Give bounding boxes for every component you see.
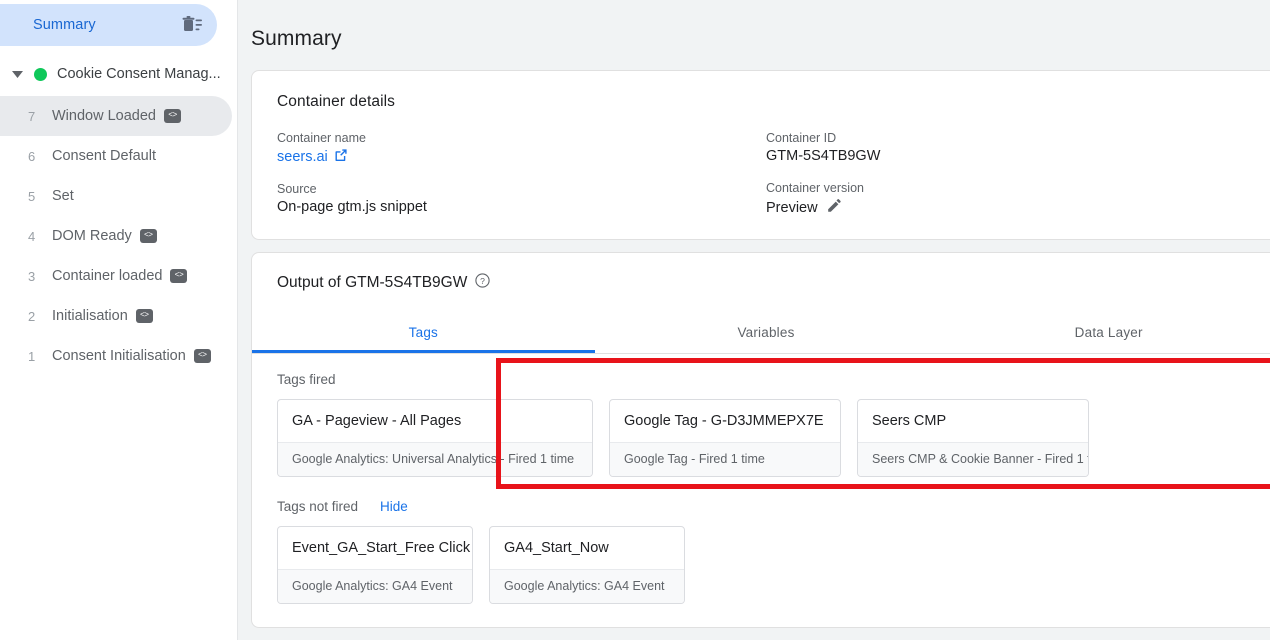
event-number: 4 bbox=[28, 228, 36, 244]
event-name: Consent Initialisation bbox=[52, 348, 186, 364]
container-details-grid: Container name seers.ai Source On-page g… bbox=[277, 131, 1255, 217]
output-title: Output of GTM-5S4TB9GW bbox=[277, 274, 468, 291]
tags-fired-section: Tags fired GA - Pageview - All Pages Goo… bbox=[252, 354, 1270, 477]
trash-icon[interactable] bbox=[181, 15, 203, 35]
tab-tags[interactable]: Tags bbox=[252, 313, 595, 353]
container-details-card: Container details Container name seers.a… bbox=[251, 70, 1270, 240]
container-id-value: GTM-5S4TB9GW bbox=[766, 148, 881, 164]
tag-card[interactable]: GA4_Start_Now Google Analytics: GA4 Even… bbox=[489, 526, 685, 604]
tags-not-fired-section: Tags not fired Hide Event_GA_Start_Free … bbox=[252, 477, 1270, 604]
tags-fired-head: Tags fired bbox=[277, 372, 1255, 387]
sidebar-item-summary[interactable]: Summary bbox=[0, 4, 217, 46]
output-title-row: Output of GTM-5S4TB9GW ? bbox=[252, 273, 1270, 293]
event-row-initialisation[interactable]: 2 Initialisation <> bbox=[0, 296, 232, 336]
event-number: 2 bbox=[28, 308, 36, 324]
tab-variables[interactable]: Variables bbox=[737, 325, 795, 340]
code-icon: <> bbox=[139, 229, 157, 243]
source-label: Source bbox=[277, 182, 317, 196]
tag-subtitle: Google Analytics: GA4 Event bbox=[278, 569, 472, 603]
event-row-consent-initialisation[interactable]: 1 Consent Initialisation <> bbox=[0, 336, 232, 376]
container-details-heading: Container details bbox=[277, 93, 396, 110]
container-name-link[interactable]: seers.ai bbox=[277, 148, 328, 165]
event-row-container-loaded[interactable]: 3 Container loaded <> bbox=[0, 256, 232, 296]
caret-down-icon[interactable] bbox=[6, 63, 28, 85]
tags-fired-list: GA - Pageview - All Pages Google Analyti… bbox=[277, 399, 1255, 477]
tag-title: Google Tag - G-D3JMMEPX7E bbox=[624, 413, 824, 429]
event-number: 1 bbox=[28, 348, 36, 364]
tab-data-layer[interactable]: Data Layer bbox=[1074, 325, 1143, 340]
event-name: Consent Default bbox=[52, 148, 156, 164]
container-version-label: Container version bbox=[766, 181, 864, 195]
container-version-value: Preview bbox=[766, 199, 818, 216]
help-circle-icon[interactable]: ? bbox=[475, 273, 491, 293]
event-number: 5 bbox=[28, 188, 36, 204]
event-row-consent-default[interactable]: 6 Consent Default bbox=[0, 136, 232, 176]
tag-subtitle: Google Tag - Fired 1 time bbox=[610, 442, 840, 476]
status-dot bbox=[34, 67, 47, 81]
container-node[interactable]: Cookie Consent Manag... bbox=[0, 54, 237, 94]
event-number: 7 bbox=[28, 108, 36, 124]
code-icon: <> bbox=[193, 349, 211, 363]
container-version-value-row: Preview bbox=[766, 198, 1255, 217]
container-name-value-row: seers.ai bbox=[277, 148, 766, 165]
tag-card[interactable]: GA - Pageview - All Pages Google Analyti… bbox=[277, 399, 593, 477]
event-row-window-loaded[interactable]: 7 Window Loaded <> bbox=[0, 96, 232, 136]
svg-text:?: ? bbox=[480, 276, 485, 286]
tag-card[interactable]: Seers CMP Seers CMP & Cookie Banner - Fi… bbox=[857, 399, 1089, 477]
container-details-right: Container ID GTM-5S4TB9GW Container vers… bbox=[766, 131, 1255, 217]
tag-subtitle: Google Analytics: Universal Analytics - … bbox=[278, 442, 592, 476]
code-icon: <> bbox=[135, 309, 153, 323]
tag-card[interactable]: Google Tag - G-D3JMMEPX7E Google Tag - F… bbox=[609, 399, 841, 477]
container-id-label: Container ID bbox=[766, 131, 837, 145]
event-name: Set bbox=[52, 188, 74, 204]
output-tabs: Tags Variables Data Layer bbox=[252, 313, 1270, 354]
external-link-icon[interactable] bbox=[335, 148, 348, 165]
event-row-set[interactable]: 5 Set bbox=[0, 176, 232, 216]
output-card: Output of GTM-5S4TB9GW ? Tags Variables … bbox=[251, 252, 1270, 628]
event-name: Window Loaded bbox=[52, 108, 156, 124]
tags-fired-label: Tags fired bbox=[277, 372, 336, 387]
event-number: 3 bbox=[28, 268, 36, 284]
tag-title: GA - Pageview - All Pages bbox=[292, 413, 462, 429]
code-icon: <> bbox=[170, 269, 188, 283]
page-title: Summary bbox=[251, 27, 342, 50]
pencil-icon[interactable] bbox=[827, 198, 842, 217]
main-content: Summary Container details Container name… bbox=[238, 0, 1270, 640]
tags-not-fired-list: Event_GA_Start_Free Click Google Analyti… bbox=[277, 526, 1255, 604]
tag-title: Seers CMP bbox=[872, 413, 947, 429]
source-value: On-page gtm.js snippet bbox=[277, 199, 427, 215]
tag-title: GA4_Start_Now bbox=[504, 540, 609, 556]
tag-subtitle: Google Analytics: GA4 Event bbox=[490, 569, 684, 603]
hide-link[interactable]: Hide bbox=[380, 499, 408, 514]
summary-label: Summary bbox=[33, 17, 96, 33]
event-name: DOM Ready bbox=[52, 228, 132, 244]
event-name: Container loaded bbox=[52, 268, 163, 284]
tags-not-fired-head: Tags not fired Hide bbox=[277, 499, 1255, 514]
event-name: Initialisation bbox=[52, 308, 128, 324]
event-list: 7 Window Loaded <> 6 Consent Default 5 S… bbox=[0, 96, 237, 376]
event-sidebar: Summary Cookie Consent Manag... bbox=[0, 0, 238, 640]
container-details-left: Container name seers.ai Source On-page g… bbox=[277, 131, 766, 217]
tag-title: Event_GA_Start_Free Click bbox=[292, 540, 471, 556]
tag-subtitle: Seers CMP & Cookie Banner - Fired 1 time bbox=[858, 442, 1088, 476]
tag-card[interactable]: Event_GA_Start_Free Click Google Analyti… bbox=[277, 526, 473, 604]
container-name-label: Container name bbox=[277, 131, 366, 145]
event-row-dom-ready[interactable]: 4 DOM Ready <> bbox=[0, 216, 232, 256]
tags-not-fired-label: Tags not fired bbox=[277, 499, 359, 514]
event-number: 6 bbox=[28, 148, 36, 164]
container-name-label: Cookie Consent Manag... bbox=[57, 66, 221, 82]
code-icon: <> bbox=[164, 109, 181, 123]
